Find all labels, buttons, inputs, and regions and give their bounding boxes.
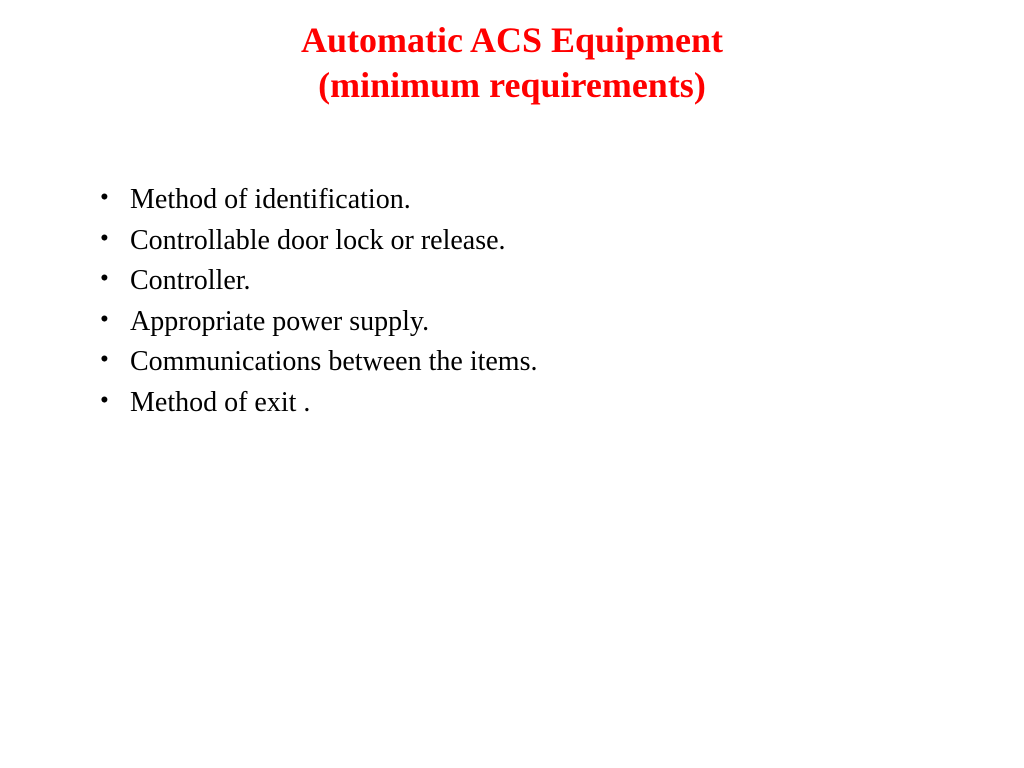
slide-title: Automatic ACS Equipment (minimum require… [0,18,1024,108]
title-line-2: (minimum requirements) [0,63,1024,108]
bullet-text: Controller. [130,265,251,296]
list-item: Appropriate power supply. [94,302,964,343]
list-item: Method of identification. [94,180,964,221]
bullet-text: Method of identification. [130,184,411,215]
slide-content: Method of identification. Controllable d… [0,180,1024,424]
list-item: Controller. [94,261,964,302]
bullet-list: Method of identification. Controllable d… [94,180,964,424]
bullet-text: Method of exit . [130,387,310,418]
bullet-text: Communications between the items. [130,346,537,377]
bullet-text: Appropriate power supply. [130,306,429,337]
slide: Automatic ACS Equipment (minimum require… [0,0,1024,768]
list-item: Controllable door lock or release. [94,221,964,262]
list-item: Method of exit . [94,383,964,424]
title-line-1: Automatic ACS Equipment [0,18,1024,63]
bullet-text: Controllable door lock or release. [130,225,506,256]
list-item: Communications between the items. [94,342,964,383]
